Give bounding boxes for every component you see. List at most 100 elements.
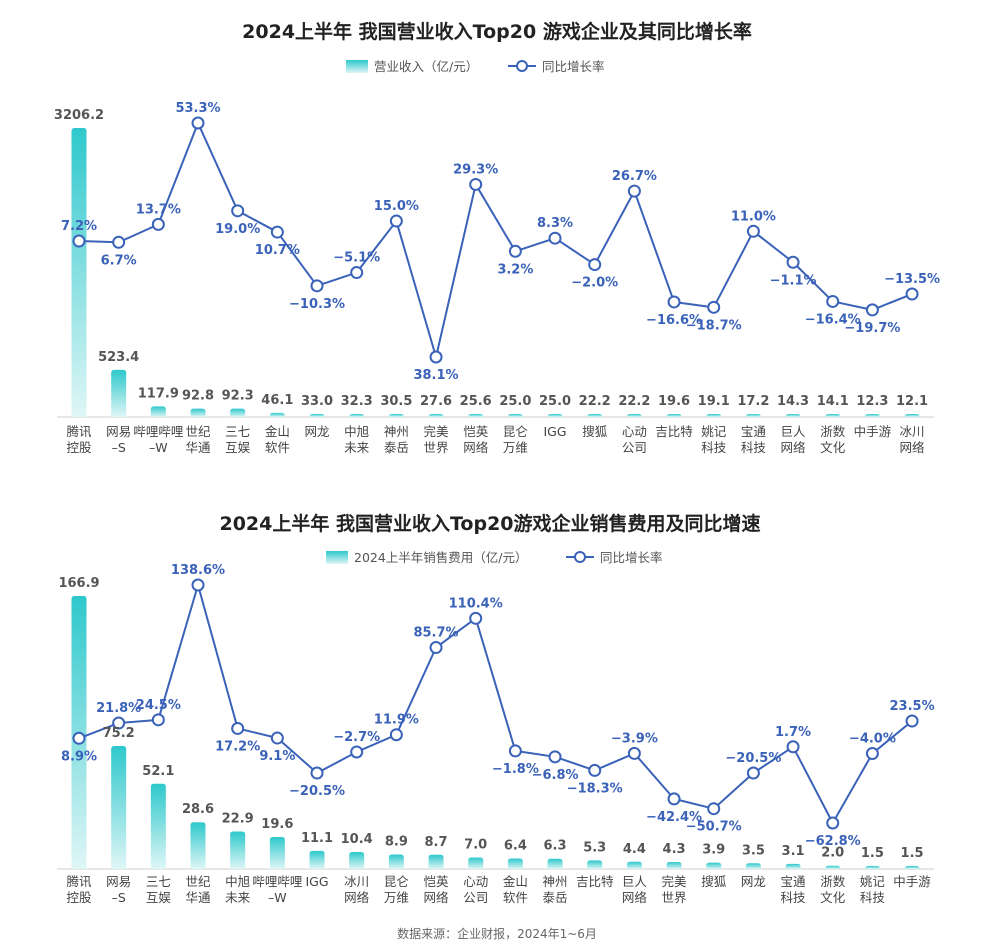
category-label: 软件 (265, 440, 290, 455)
growth-rate-label: 24.5% (136, 698, 181, 713)
bar-value-label: 1.5 (861, 846, 884, 861)
bar (626, 861, 642, 869)
category-label: 三七 (146, 874, 171, 889)
chart2-legend-line-label: 同比增长率 (600, 550, 663, 565)
category-label: 心动 (463, 874, 488, 889)
bar-value-label: 3206.2 (54, 108, 104, 123)
growth-rate-label: −2.7% (333, 730, 380, 745)
bar (428, 854, 444, 869)
bar (626, 414, 642, 417)
bar-value-label: 22.9 (222, 812, 254, 827)
growth-rate-point (865, 747, 879, 761)
source-note: 数据来源：企业财报，2024年1~6月 (397, 926, 597, 940)
growth-rate-point (548, 750, 562, 764)
growth-rate-point (667, 792, 681, 806)
growth-rate-point (270, 731, 284, 745)
bar-value-label: 10.4 (341, 832, 373, 847)
category-label: IGG (305, 874, 328, 889)
category-label: 冰川 (344, 874, 369, 889)
growth-rate-point (865, 303, 879, 317)
bar (190, 408, 206, 417)
growth-rate-label: 53.3% (175, 101, 220, 116)
category-label: 完美 (662, 874, 687, 889)
bar (825, 414, 841, 417)
growth-rate-point (112, 716, 126, 730)
bar-value-label: 2.0 (821, 846, 844, 861)
growth-rate-point (310, 279, 324, 293)
growth-rate-label: 29.3% (453, 162, 498, 177)
category-label: 互娱 (225, 440, 251, 455)
category-label: 网络 (463, 440, 489, 455)
bar (230, 408, 246, 417)
bar-value-label: 3.9 (702, 843, 725, 858)
category-label: 软件 (503, 890, 528, 905)
growth-rate-label: −50.7% (686, 820, 742, 835)
bar (547, 858, 563, 869)
growth-rate-label: −18.3% (567, 781, 623, 796)
bar (904, 414, 920, 417)
category-label: 文化 (820, 890, 846, 905)
growth-rate-point (112, 235, 126, 249)
category-label: 世纪 (186, 424, 212, 439)
category-label: 吉比特 (655, 424, 693, 439)
growth-rate-label: −42.4% (646, 810, 702, 825)
bar (706, 862, 722, 869)
growth-rate-point (151, 713, 165, 727)
category-label: 完美 (424, 424, 449, 439)
category-label: 泰岳 (384, 440, 409, 455)
growth-rate-point (429, 350, 443, 364)
growth-rate-label: 110.4% (449, 596, 503, 611)
growth-rate-label: 38.1% (413, 368, 458, 383)
growth-rate-label: 17.2% (215, 739, 260, 754)
bar (587, 414, 603, 417)
bar (111, 745, 127, 869)
bar (150, 783, 166, 869)
category-label: 万维 (384, 890, 409, 905)
chart1-legend-line-label: 同比增长率 (542, 59, 605, 74)
bar (388, 414, 404, 417)
bar (349, 414, 365, 417)
category-label: 金山 (265, 424, 290, 439)
growth-rate-label: 19.0% (215, 222, 260, 237)
category-label: 恺英 (424, 874, 450, 889)
category-label: 科技 (860, 890, 886, 905)
category-label: 世界 (662, 890, 688, 905)
bar-value-label: 25.0 (499, 394, 531, 409)
growth-rate-label: 1.7% (775, 725, 811, 740)
bar-value-label: 19.1 (698, 394, 730, 409)
bar (150, 406, 166, 417)
bar-value-label: 166.9 (58, 576, 99, 591)
bar-value-label: 33.0 (301, 394, 333, 409)
bar-value-label: 6.4 (504, 839, 527, 854)
growth-rate-label: 8.3% (537, 216, 573, 231)
category-label: 姚记 (860, 874, 886, 889)
category-label: 控股 (66, 440, 92, 455)
bar-value-label: 30.5 (380, 394, 412, 409)
growth-rate-point (350, 745, 364, 759)
category-label: 网易 (106, 874, 131, 889)
growth-rate-point (786, 255, 800, 269)
category-label: 搜狐 (701, 874, 727, 889)
bar-value-label: 3.5 (742, 843, 765, 858)
category-label: 心动 (622, 424, 647, 439)
category-label: 未来 (225, 890, 251, 905)
chart1-title: 2024上半年 我国营业收入Top20 游戏企业及其同比增长率 (242, 20, 752, 43)
growth-rate-point (627, 746, 641, 760)
category-label: 吉比特 (576, 874, 614, 889)
chart1-legend: 营业收入（亿/元） 同比增长率 (346, 59, 605, 74)
growth-rate-point (151, 217, 165, 231)
bar (309, 414, 325, 417)
bar (71, 128, 87, 417)
bar-value-label: 22.2 (579, 394, 611, 409)
category-label: 昆仑 (384, 874, 410, 889)
growth-rate-label: 23.5% (890, 699, 935, 714)
bar-value-label: 3.1 (782, 844, 805, 859)
sales-expense-chart: 2024上半年 我国营业收入Top20游戏企业销售费用及同比增速 2024上半年… (57, 512, 935, 905)
bar (864, 866, 880, 869)
category-label: 网络 (900, 440, 926, 455)
growth-rate-point (429, 641, 443, 655)
bar (547, 414, 563, 417)
category-label: 中手游 (854, 424, 892, 439)
category-label: 神州 (384, 424, 409, 439)
category-label: –W (149, 440, 168, 455)
